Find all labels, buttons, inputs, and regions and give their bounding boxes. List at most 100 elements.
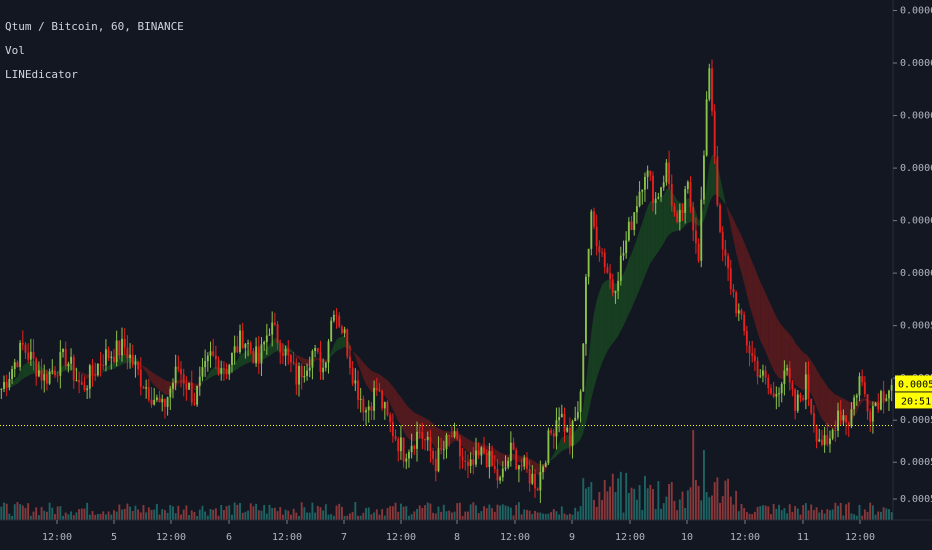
volume-bar (158, 514, 161, 520)
band-segment (339, 336, 342, 350)
volume-bar (284, 509, 287, 520)
band-segment (663, 189, 667, 244)
candle-body (32, 351, 35, 359)
volume-bar (885, 508, 888, 520)
volume-bar (35, 507, 38, 520)
band-segment (151, 371, 155, 386)
candle-body (759, 375, 762, 377)
candle-up (579, 389, 582, 423)
volume-bar (649, 484, 652, 520)
volume-bar (684, 507, 687, 520)
volume-bar (560, 506, 563, 520)
candle-body (601, 252, 603, 254)
volume-bar (370, 514, 373, 520)
candle-body (585, 276, 587, 344)
band-segment (752, 261, 755, 323)
band-segment (111, 363, 114, 370)
volume-bar (727, 478, 730, 520)
band-segment (741, 235, 745, 284)
volume-bar (681, 491, 684, 520)
band-segment (178, 379, 182, 384)
volume-bar (810, 504, 813, 520)
candle-up (166, 396, 169, 416)
band-segment (360, 358, 364, 379)
time-tick-label: 7 (341, 532, 347, 543)
volume-bar (450, 512, 453, 520)
volume-bar (209, 509, 212, 520)
price-tick-label: 0.000650 (900, 6, 932, 17)
candle-up (145, 379, 148, 399)
candle-down (464, 450, 467, 471)
candle-body (163, 398, 166, 407)
candle-up (260, 337, 263, 377)
candle-body (265, 335, 268, 342)
candle-body (193, 402, 196, 405)
candle-up (890, 378, 893, 402)
volume-bar (697, 485, 700, 520)
candle-down (413, 444, 416, 455)
volume-bar (807, 510, 810, 520)
volume-bar (721, 496, 724, 520)
band-segment (738, 230, 742, 273)
candle-down (340, 324, 343, 335)
candle-body (201, 367, 204, 377)
candle-body (429, 436, 432, 452)
candle-down (791, 380, 794, 397)
candle-up (662, 175, 665, 191)
candle-down (598, 240, 601, 262)
candle-body (338, 315, 341, 327)
candle-body (748, 345, 751, 354)
candle-down (241, 322, 244, 350)
candle-up (110, 351, 113, 370)
candle-body (134, 361, 137, 365)
candle-down (257, 335, 260, 375)
volume-bar (469, 504, 472, 520)
candle-body (298, 365, 300, 385)
candle-body (196, 385, 199, 405)
candle-down (461, 447, 464, 469)
volume-bar (357, 515, 359, 520)
volume-bar (761, 505, 764, 520)
candle-down (788, 361, 791, 391)
candle-up (59, 340, 62, 389)
band-segment (234, 360, 238, 371)
band-segment (122, 353, 125, 365)
candle-up (499, 475, 502, 484)
candle-body (316, 348, 319, 352)
linedicator-band (1, 155, 892, 476)
band-segment (242, 351, 246, 366)
candle-down (834, 420, 837, 442)
candle-body (834, 429, 837, 431)
candle-down (611, 273, 614, 297)
candle-body (172, 383, 174, 389)
candle-body (335, 314, 338, 316)
volume-bar (791, 511, 794, 520)
band-segment (827, 386, 830, 429)
candle-down (877, 393, 880, 413)
candle-down (72, 354, 75, 389)
candle-up (566, 425, 569, 433)
candle-body (319, 351, 322, 373)
candle-body (815, 424, 818, 442)
volume-bar (303, 507, 306, 520)
candle-down (351, 360, 354, 387)
band-segment (883, 400, 887, 403)
candle-down (689, 176, 692, 213)
candle-down (391, 413, 394, 443)
candle-body (29, 351, 32, 360)
candle-body (823, 435, 826, 445)
candle-up (469, 452, 472, 474)
band-segment (368, 368, 372, 393)
band-segment (720, 176, 723, 201)
candle-body (314, 348, 317, 352)
band-segment (642, 214, 645, 283)
candle-down (319, 340, 322, 380)
volume-bar (48, 502, 51, 520)
volume-bar (298, 515, 300, 520)
time-tick-label: 12:00 (386, 532, 416, 543)
candle-body (185, 383, 188, 390)
band-segment (553, 448, 557, 459)
candle-down (528, 460, 531, 492)
candle-down (724, 240, 727, 267)
